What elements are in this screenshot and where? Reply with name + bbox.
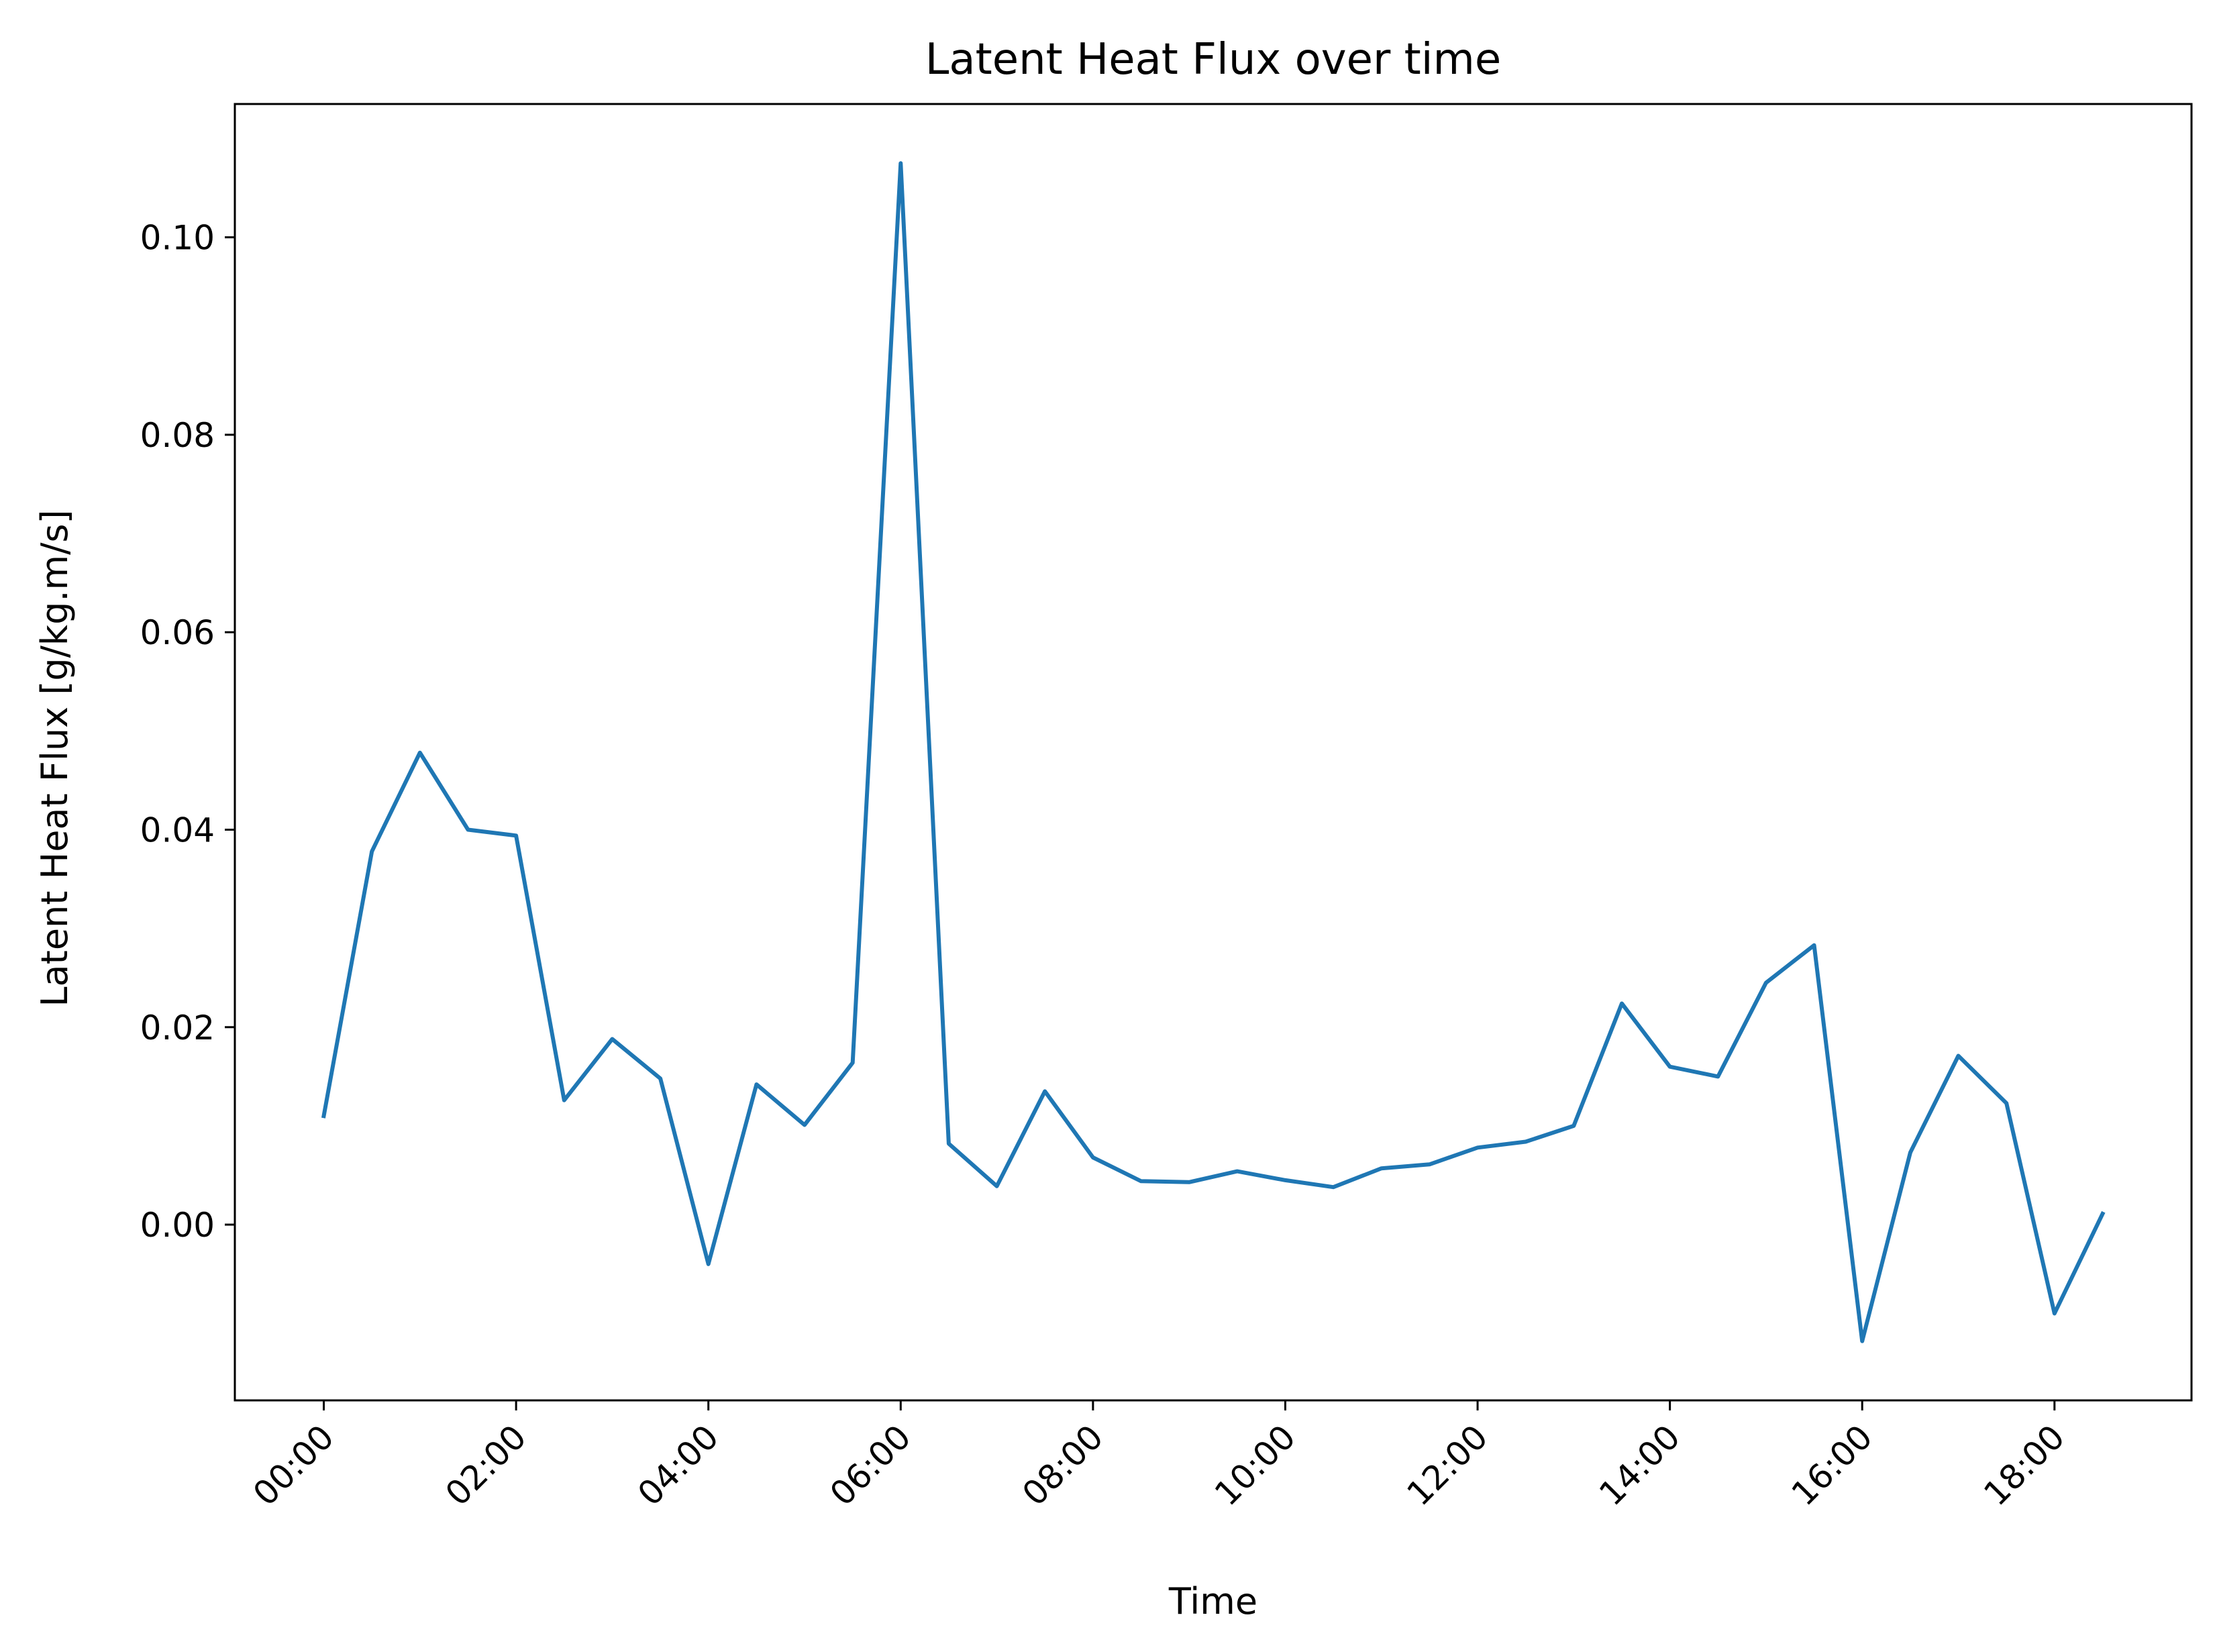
axes-frame: [234, 103, 2193, 1402]
y-tick-label: 0.06: [140, 613, 215, 652]
y-tick-label: 0.10: [140, 219, 215, 258]
x-axis-label: Time: [1168, 1580, 1257, 1622]
y-axis-label: Latent Heat Flux [g/kg.m/s]: [34, 509, 76, 1006]
chart-title: Latent Heat Flux over time: [925, 35, 1502, 85]
y-tick-label: 0.08: [140, 416, 215, 455]
y-tick-label: 0.00: [140, 1206, 215, 1245]
series-line-0: [321, 161, 2106, 1343]
plot-area: [321, 161, 2106, 1343]
y-tick-label: 0.02: [140, 1009, 215, 1047]
y-tick-label: 0.04: [140, 811, 215, 850]
y-axis: 0.00 0.02 0.04 0.06 0.08 0.10: [140, 219, 235, 1245]
